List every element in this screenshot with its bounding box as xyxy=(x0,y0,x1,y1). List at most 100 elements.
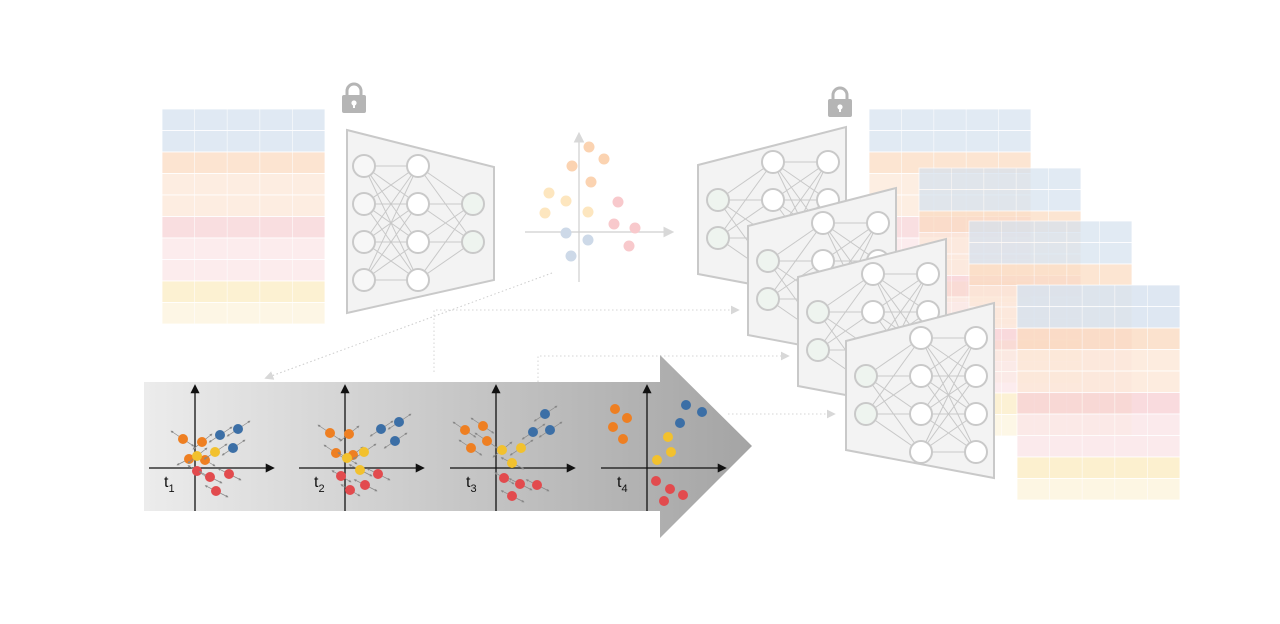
table-row xyxy=(1016,392,1181,415)
decoder-stack xyxy=(697,108,1181,501)
data-point xyxy=(675,418,685,428)
source-data-table xyxy=(161,108,326,325)
network-node xyxy=(706,226,730,250)
data-point xyxy=(540,409,550,419)
network-node xyxy=(756,249,780,273)
table-row xyxy=(161,194,326,217)
network-node xyxy=(406,192,430,216)
network-node xyxy=(806,338,830,362)
neural-network xyxy=(845,301,995,480)
latent-point xyxy=(560,227,572,239)
data-point xyxy=(331,448,341,458)
latent-point xyxy=(582,234,594,246)
network-node xyxy=(461,230,485,254)
network-node xyxy=(352,192,376,216)
data-point xyxy=(507,458,517,468)
data-point xyxy=(345,485,355,495)
time-step-label: t3 xyxy=(466,474,477,495)
latent-point xyxy=(565,250,577,262)
table-row xyxy=(968,242,1133,265)
network-frame xyxy=(845,301,995,480)
latent-point xyxy=(629,222,641,234)
network-node xyxy=(909,326,933,350)
latent-point xyxy=(543,187,555,199)
network-frame xyxy=(346,128,495,315)
table-row xyxy=(868,108,1032,131)
data-point xyxy=(622,413,632,423)
table-row xyxy=(968,263,1133,286)
latent-point xyxy=(623,240,635,252)
latent-points xyxy=(539,141,641,262)
network-node xyxy=(861,300,885,324)
table-row xyxy=(1016,327,1181,350)
data-point xyxy=(376,424,386,434)
data-point xyxy=(610,404,620,414)
table-row xyxy=(161,216,326,239)
time-step-label: t2 xyxy=(314,474,325,495)
network-node xyxy=(761,150,785,174)
data-point xyxy=(224,469,234,479)
data-point xyxy=(342,453,352,463)
data-point xyxy=(344,429,354,439)
data-point xyxy=(515,479,525,489)
data-point xyxy=(210,447,220,457)
table-row xyxy=(968,220,1133,243)
data-point xyxy=(618,434,628,444)
data-point xyxy=(697,407,707,417)
latent-point xyxy=(598,153,610,165)
network-node xyxy=(866,211,890,235)
network-node xyxy=(806,300,830,324)
network-node xyxy=(854,402,878,426)
data-point xyxy=(192,466,202,476)
network-node xyxy=(406,230,430,254)
data-point xyxy=(663,432,673,442)
data-point xyxy=(211,486,221,496)
network-node xyxy=(964,326,988,350)
table-row xyxy=(1016,478,1181,501)
table-row xyxy=(1016,456,1181,479)
table-row xyxy=(1016,370,1181,393)
data-point xyxy=(666,447,676,457)
data-table xyxy=(161,108,326,325)
data-point xyxy=(659,496,669,506)
table-row xyxy=(868,130,1032,153)
data-point xyxy=(233,424,243,434)
network-node xyxy=(816,150,840,174)
data-point xyxy=(325,428,335,438)
time-step-label: t1 xyxy=(164,474,175,495)
data-point xyxy=(197,437,207,447)
network-node xyxy=(909,440,933,464)
network-node xyxy=(909,364,933,388)
timeline-arrow xyxy=(144,355,752,538)
network-node xyxy=(909,402,933,426)
latent-point xyxy=(566,160,578,172)
table-row xyxy=(1016,349,1181,372)
table-row xyxy=(161,237,326,260)
latent-point xyxy=(608,218,620,230)
time-step-label: t4 xyxy=(617,474,628,495)
network-node xyxy=(706,188,730,212)
latent-point xyxy=(612,196,624,208)
data-point xyxy=(373,469,383,479)
data-point xyxy=(651,476,661,486)
network-node xyxy=(964,440,988,464)
network-node xyxy=(406,154,430,178)
data-point xyxy=(466,443,476,453)
table-row xyxy=(161,259,326,282)
data-point xyxy=(678,490,688,500)
table-row xyxy=(161,130,326,153)
table-row xyxy=(1016,284,1181,307)
latent-space-plot xyxy=(525,131,675,282)
data-point xyxy=(192,451,202,461)
network-node xyxy=(352,268,376,292)
data-point xyxy=(355,465,365,475)
data-point xyxy=(497,445,507,455)
network-node xyxy=(352,154,376,178)
data-point xyxy=(516,443,526,453)
data-point xyxy=(652,455,662,465)
data-point xyxy=(394,417,404,427)
network-node xyxy=(964,402,988,426)
data-point xyxy=(665,484,675,494)
table-row xyxy=(918,189,1082,212)
table-row xyxy=(161,108,326,131)
